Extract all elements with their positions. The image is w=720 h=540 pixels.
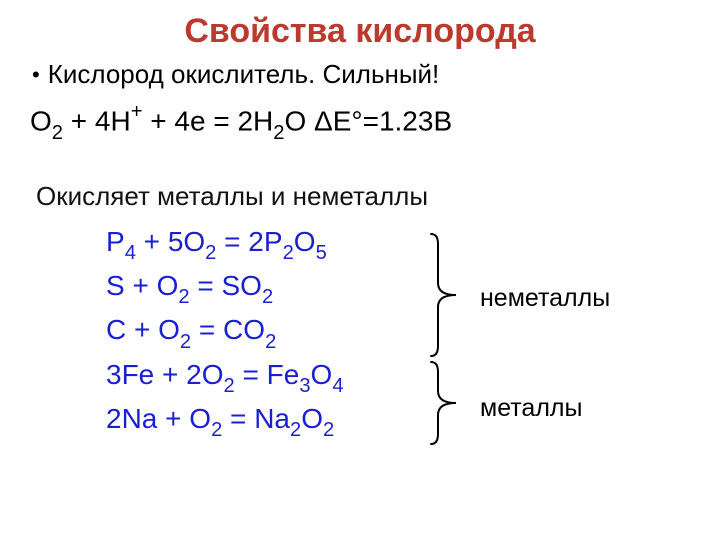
reaction-line: 3Fe + 2O2 = Fe3O4: [106, 355, 720, 399]
bullet-dot-icon: •: [32, 59, 40, 91]
bullet-text: Кислород окислитель. Сильный!: [48, 59, 440, 90]
main-equation: O2 + 4H+ + 4e = 2H2O ΔE°=1.23В: [0, 103, 720, 143]
reaction-line: S + O2 = SO2: [106, 266, 720, 310]
reactions-list: P4 + 5O2 = 2P2O5S + O2 = SO2C + O2 = CO2…: [0, 222, 720, 443]
reaction-line: C + O2 = CO2: [106, 310, 720, 354]
brace-metals: [428, 360, 458, 446]
reaction-line: P4 + 5O2 = 2P2O5: [106, 222, 720, 266]
brace-icon: [428, 232, 458, 358]
brace-metals-label: металлы: [480, 394, 582, 423]
bullet-row: • Кислород окислитель. Сильный!: [0, 59, 720, 91]
section-heading: Окисляет металлы и неметаллы: [0, 181, 720, 212]
reaction-line: 2Na + O2 = Na2O2: [106, 399, 720, 443]
brace-nonmetals-label: неметаллы: [480, 284, 610, 313]
slide-title: Свойства кислорода: [0, 0, 720, 59]
brace-icon: [428, 360, 458, 446]
brace-nonmetals: [428, 232, 458, 358]
